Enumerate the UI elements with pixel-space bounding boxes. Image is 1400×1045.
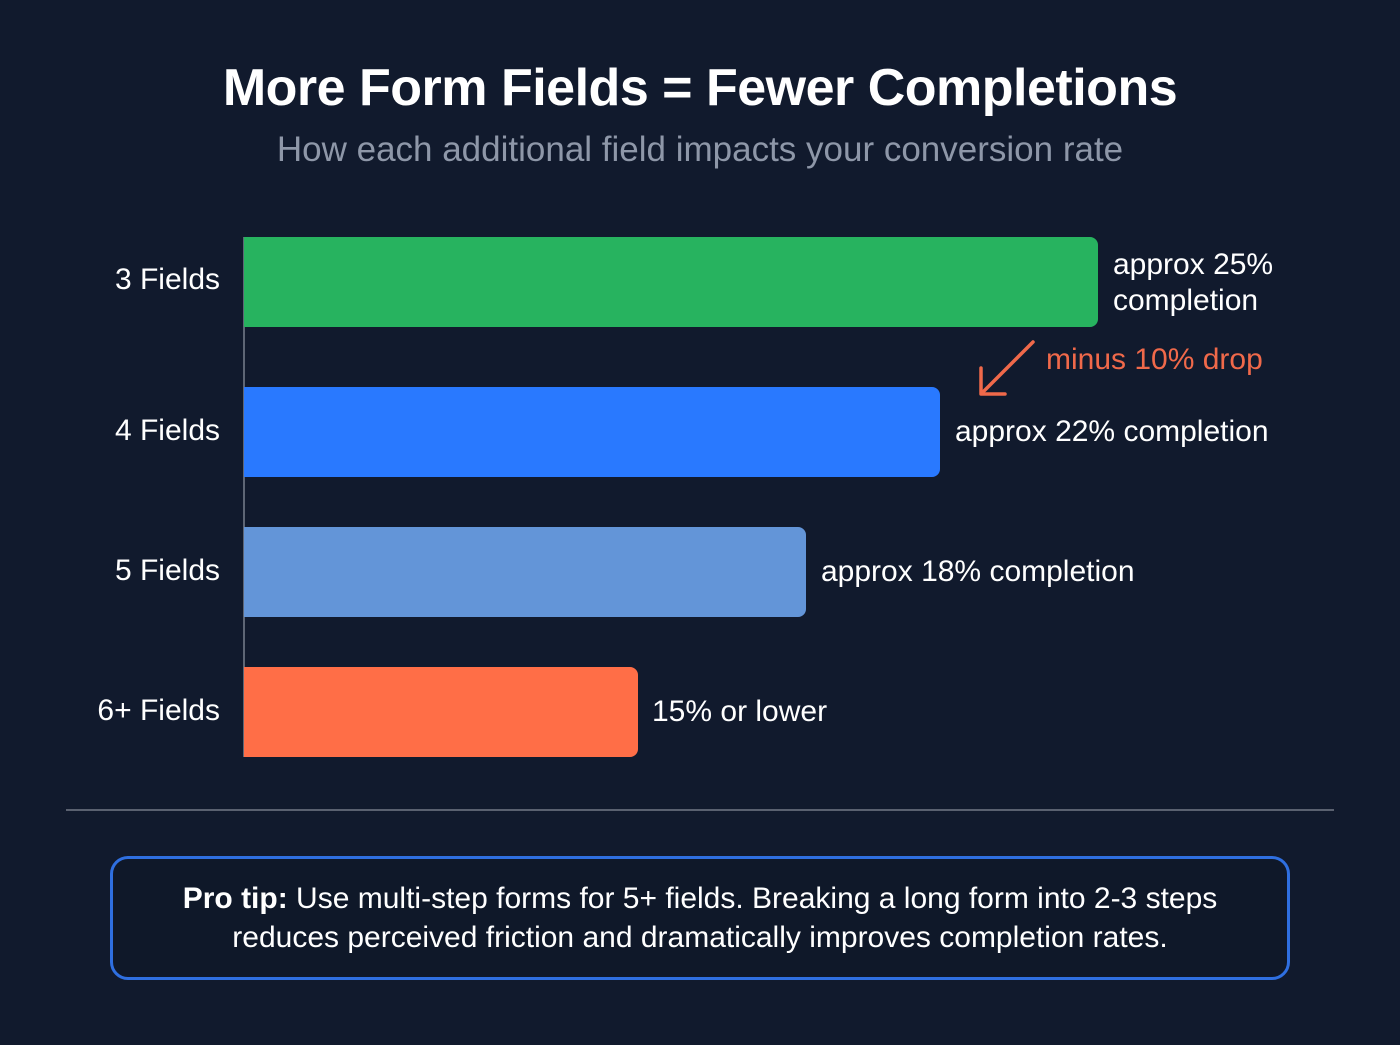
y-axis-line <box>243 237 245 757</box>
value-label-4-fields: approx 22% completion <box>955 415 1269 448</box>
bar-3-fields <box>244 237 1098 327</box>
pro-tip-lead: Pro tip: <box>182 882 288 915</box>
value-label-6plus-fields: 15% or lower <box>652 695 828 728</box>
value-label-3-fields: approx 25% completion <box>1113 247 1273 319</box>
value-label-3-fields-line2: completion <box>1113 284 1259 317</box>
category-label-6plus-fields: 6+ Fields <box>97 694 220 727</box>
pro-tip-body: Use multi-step forms for 5+ fields. Brea… <box>232 882 1218 954</box>
category-label-5-fields: 5 Fields <box>114 554 220 587</box>
chart-subtitle: How each additional field impacts your c… <box>276 130 1124 169</box>
section-divider <box>66 809 1334 811</box>
bar-5-fields <box>244 527 806 617</box>
pro-tip-box: Pro tip: Use multi-step forms for 5+ fie… <box>110 856 1290 980</box>
value-label-3-fields-line1: approx 25% <box>1113 248 1274 281</box>
chart-title: More Form Fields = Fewer Completions <box>222 59 1178 117</box>
bar-4-fields <box>244 387 940 477</box>
category-label-4-fields: 4 Fields <box>114 414 220 447</box>
category-label-3-fields: 3 Fields <box>114 263 220 296</box>
arrow-down-left-icon <box>979 340 1035 396</box>
value-label-5-fields: approx 18% completion <box>821 555 1135 588</box>
bar-6plus-fields <box>244 667 638 757</box>
pro-tip-text: Pro tip: Use multi-step forms for 5+ fie… <box>140 879 1260 957</box>
drop-annotation: minus 10% drop <box>1046 343 1263 376</box>
